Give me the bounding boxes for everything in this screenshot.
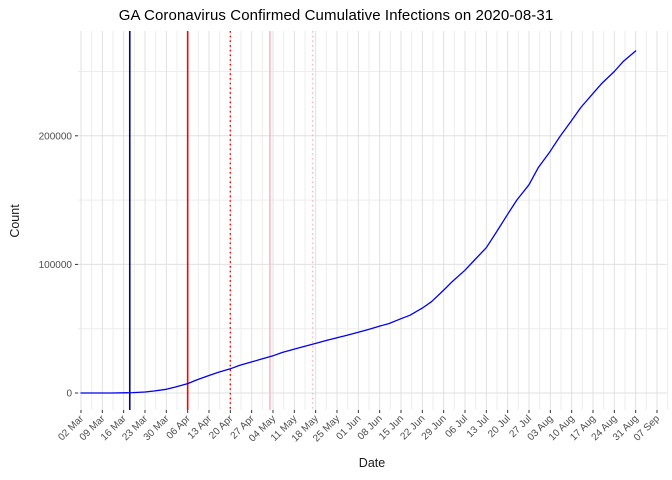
y-tick-label: 100000 (39, 260, 73, 271)
x-tick-label: 20 Jul (486, 413, 513, 440)
x-tick-label: 06 Jul (443, 413, 470, 440)
x-axis-label: Date (358, 456, 386, 470)
y-axis-label: Count (8, 204, 22, 238)
chart-title: GA Coronavirus Confirmed Cumulative Infe… (118, 7, 554, 24)
y-tick-label: 0 (66, 389, 72, 400)
y-tick-label: 200000 (39, 131, 73, 142)
x-tick-label: 29 Jun (420, 413, 449, 442)
cumulative-confirmed-infections-line (80, 50, 637, 394)
x-tick-label: 13 Jul (465, 413, 492, 440)
